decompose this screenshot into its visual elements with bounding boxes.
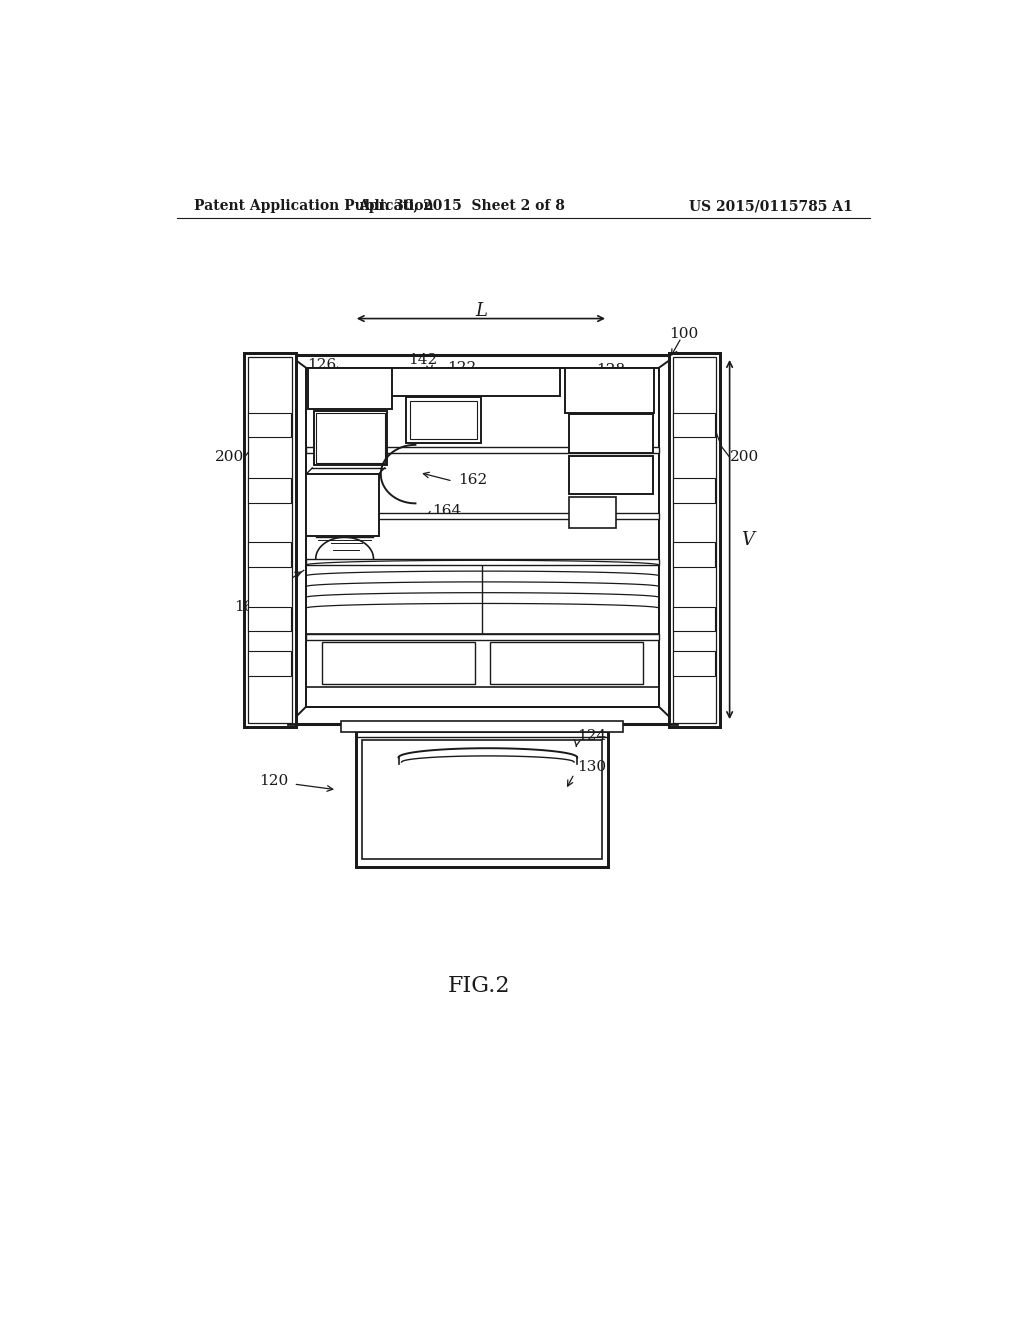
Text: 120: 120 [259,774,289,788]
Bar [674,478,715,503]
Bar [674,541,715,566]
Bar [407,397,481,444]
Text: 122: 122 [447,360,476,375]
Bar [306,558,658,565]
Bar [410,401,477,440]
Bar [674,651,715,676]
Bar [674,607,715,631]
Bar [669,354,720,726]
Text: Apr. 30, 2015  Sheet 2 of 8: Apr. 30, 2015 Sheet 2 of 8 [358,199,565,213]
Bar [249,478,292,503]
Text: 142: 142 [409,354,438,367]
Bar [362,739,602,859]
Text: 100: 100 [669,327,698,341]
Text: L: L [475,302,486,319]
Text: Patent Application Publication: Patent Application Publication [194,199,433,213]
Text: 126: 126 [307,358,336,372]
Bar [307,368,392,409]
Bar [306,474,379,536]
Text: V: V [741,531,754,549]
Text: 200: 200 [215,450,245,465]
Bar [356,730,608,867]
Text: 160: 160 [233,599,263,614]
Text: 124: 124 [578,729,606,743]
Text: 162: 162 [458,474,487,487]
Bar [306,635,658,640]
Bar [249,607,292,631]
Bar [569,455,652,494]
Bar [306,447,658,453]
Bar [490,642,643,684]
Text: US 2015/0115785 A1: US 2015/0115785 A1 [689,199,853,213]
Bar [306,512,658,519]
Bar [248,358,292,723]
Bar [322,642,475,684]
Bar [313,411,387,465]
Bar [249,541,292,566]
Bar [249,413,292,437]
Bar [674,413,715,437]
Bar [244,354,296,726]
Bar [388,368,560,396]
Bar [249,651,292,676]
Text: 200: 200 [730,450,759,465]
Bar [569,498,615,528]
Bar [341,721,624,733]
Text: FIG.2: FIG.2 [447,975,510,997]
Bar [306,368,658,706]
Bar [565,368,654,412]
Bar [316,413,385,462]
Bar [673,358,716,723]
Bar [569,414,652,453]
Bar [289,355,677,725]
Text: 128: 128 [596,363,626,378]
Text: 130: 130 [578,760,606,774]
Text: 164: 164 [432,504,462,517]
